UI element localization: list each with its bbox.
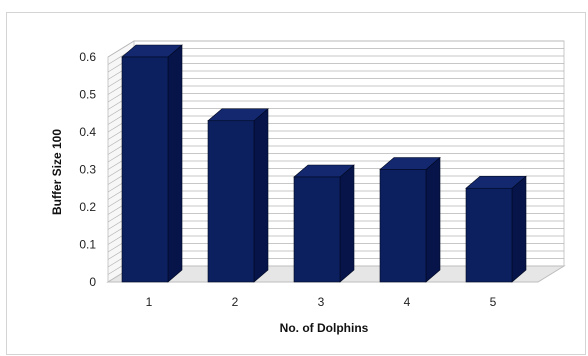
bar-front	[121, 56, 169, 283]
y-tick-label: 0.2	[79, 200, 96, 214]
x-axis-ticks: 1 2 3 4 5	[146, 295, 497, 309]
x-tick-label: 2	[232, 295, 239, 309]
y-axis-title: Buffer Size 100	[50, 129, 64, 215]
bar	[121, 44, 183, 283]
x-axis-title: No. of Dolphins	[280, 321, 369, 335]
y-tick-label: 0.3	[79, 163, 96, 177]
bar-side	[167, 44, 183, 283]
gridline	[107, 40, 564, 58]
bar-front	[379, 169, 427, 283]
bar-front	[207, 120, 255, 283]
y-axis-ticks: 0 0.1 0.2 0.3 0.4 0.5 0.6	[79, 50, 96, 289]
bar	[379, 156, 441, 283]
y-tick-label: 0	[89, 275, 96, 289]
bar	[207, 108, 269, 283]
y-tick-label: 0.5	[79, 88, 96, 102]
x-tick-label: 4	[404, 295, 411, 309]
x-tick-label: 3	[318, 295, 325, 309]
bar-side	[339, 164, 355, 283]
bar-front	[465, 187, 513, 283]
y-tick-label: 0.6	[79, 50, 96, 64]
bars	[121, 44, 527, 283]
x-tick-label: 1	[146, 295, 153, 309]
bar-side	[253, 108, 269, 283]
bar	[293, 164, 355, 283]
y-tick-label: 0.4	[79, 125, 96, 139]
y-tick-label: 0.1	[79, 238, 96, 252]
bar-side	[425, 156, 441, 283]
x-tick-label: 5	[490, 295, 497, 309]
bar	[465, 175, 527, 283]
bar-side	[511, 175, 527, 283]
bar-front	[293, 176, 341, 283]
